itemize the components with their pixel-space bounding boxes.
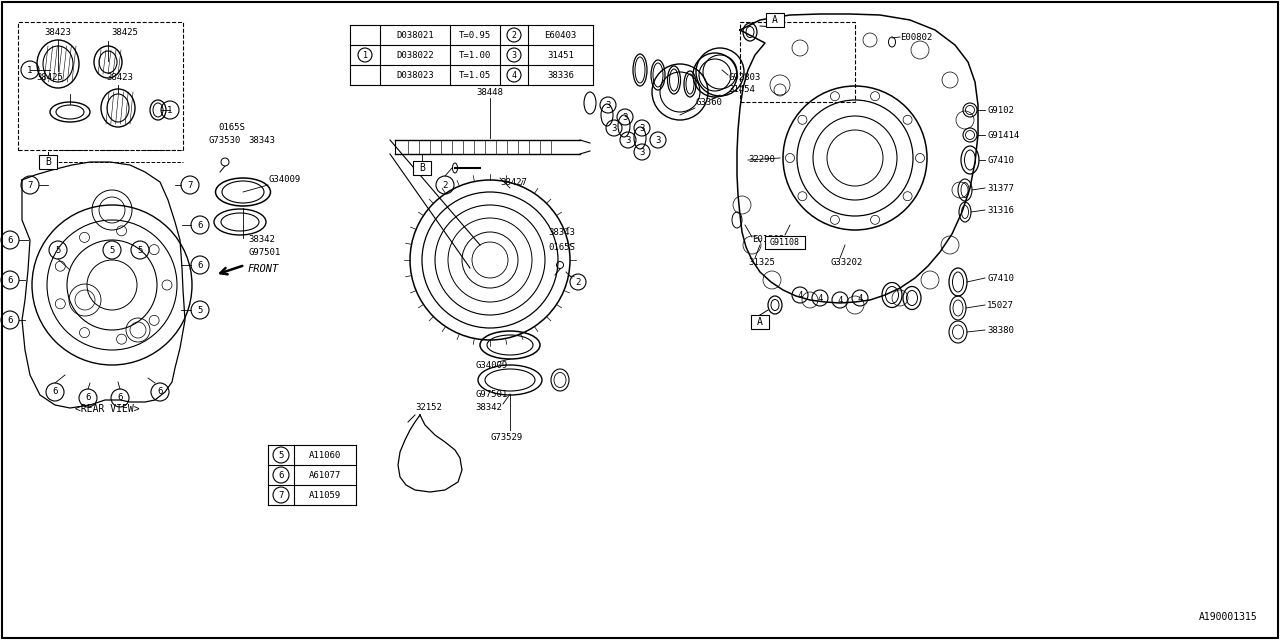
Text: 4: 4 (512, 70, 517, 79)
FancyBboxPatch shape (765, 13, 785, 27)
Text: 38425: 38425 (37, 73, 64, 82)
Text: 1: 1 (168, 106, 173, 115)
Text: 6: 6 (118, 394, 123, 403)
Text: 3: 3 (605, 100, 611, 109)
Text: 31377: 31377 (987, 184, 1014, 193)
Text: 2: 2 (575, 278, 581, 287)
FancyBboxPatch shape (413, 161, 431, 175)
Text: A190001315: A190001315 (1199, 612, 1258, 622)
Text: 3: 3 (622, 113, 627, 122)
Text: 2: 2 (512, 31, 517, 40)
Text: 38342: 38342 (475, 403, 502, 412)
Text: 4: 4 (837, 296, 842, 305)
Text: 38423: 38423 (45, 28, 72, 37)
Text: G91414: G91414 (987, 131, 1019, 140)
Text: D038021: D038021 (397, 31, 434, 40)
Text: 3: 3 (655, 136, 660, 145)
Text: 32290: 32290 (748, 155, 774, 164)
Text: 5: 5 (197, 305, 202, 314)
Text: 5: 5 (137, 246, 142, 255)
Text: FRONT: FRONT (248, 264, 279, 274)
Text: 3: 3 (639, 147, 645, 157)
Text: 7: 7 (278, 490, 284, 499)
Text: 38343: 38343 (248, 136, 275, 145)
Text: B: B (45, 157, 51, 167)
Text: B: B (419, 163, 425, 173)
Text: 6: 6 (52, 387, 58, 397)
Text: 38427: 38427 (500, 178, 527, 187)
Text: G97501: G97501 (248, 248, 280, 257)
Text: 15027: 15027 (987, 301, 1014, 310)
Text: 1: 1 (362, 51, 367, 60)
Text: 6: 6 (8, 275, 13, 285)
Text: D038022: D038022 (397, 51, 434, 60)
Text: 31451: 31451 (547, 51, 573, 60)
Text: A61077: A61077 (308, 470, 342, 479)
Text: G34009: G34009 (475, 361, 507, 370)
Text: 3: 3 (612, 124, 617, 132)
Text: 2: 2 (443, 180, 448, 189)
Text: 0165S: 0165S (218, 123, 244, 132)
Text: 31325: 31325 (748, 258, 774, 267)
Text: G34009: G34009 (268, 175, 301, 184)
Text: 38342: 38342 (248, 235, 275, 244)
Text: A: A (772, 15, 778, 25)
Text: G91108: G91108 (771, 237, 800, 246)
Text: 4: 4 (818, 294, 823, 303)
FancyBboxPatch shape (751, 315, 769, 329)
Text: T=1.05: T=1.05 (458, 70, 492, 79)
Text: 6: 6 (197, 221, 202, 230)
Text: 4: 4 (858, 294, 863, 303)
Text: <REAR VIEW>: <REAR VIEW> (74, 404, 140, 414)
Text: 31316: 31316 (987, 206, 1014, 215)
Text: 0165S: 0165S (548, 243, 575, 252)
Text: A11060: A11060 (308, 451, 342, 460)
Text: 5: 5 (109, 246, 115, 255)
Text: 4: 4 (797, 291, 803, 300)
Text: 6: 6 (86, 394, 91, 403)
Text: G7410: G7410 (987, 274, 1014, 283)
Text: G73529: G73529 (490, 433, 522, 442)
Text: 5: 5 (55, 246, 60, 255)
Text: E00802: E00802 (900, 33, 932, 42)
Text: 7: 7 (27, 180, 33, 189)
Text: 38336: 38336 (547, 70, 573, 79)
Text: G97501: G97501 (475, 390, 507, 399)
Text: E01202: E01202 (753, 235, 785, 244)
Text: 6: 6 (8, 316, 13, 324)
Text: 6: 6 (157, 387, 163, 397)
Text: 38425: 38425 (111, 28, 138, 37)
Text: 6: 6 (8, 236, 13, 244)
Text: G7410: G7410 (987, 156, 1014, 165)
Text: T=0.95: T=0.95 (458, 31, 492, 40)
Text: 38380: 38380 (987, 326, 1014, 335)
Text: A: A (756, 317, 763, 327)
Text: 32152: 32152 (415, 403, 442, 412)
Text: 7: 7 (187, 180, 193, 189)
FancyBboxPatch shape (3, 2, 1277, 638)
Text: 6: 6 (278, 470, 284, 479)
FancyBboxPatch shape (38, 155, 58, 169)
Text: 1: 1 (27, 65, 33, 74)
Text: G33202: G33202 (829, 258, 863, 267)
Text: G73530: G73530 (209, 136, 241, 145)
Text: T=1.00: T=1.00 (458, 51, 492, 60)
Text: 3: 3 (639, 124, 645, 132)
Text: G92803: G92803 (728, 73, 760, 82)
Text: A11059: A11059 (308, 490, 342, 499)
Text: 38343: 38343 (548, 228, 575, 237)
Text: G3360: G3360 (695, 98, 722, 107)
Text: 3: 3 (512, 51, 517, 60)
Text: 31454: 31454 (728, 85, 755, 94)
Text: 38448: 38448 (476, 88, 503, 97)
Text: 5: 5 (278, 451, 284, 460)
FancyBboxPatch shape (765, 236, 805, 248)
Text: 6: 6 (197, 260, 202, 269)
Text: G9102: G9102 (987, 106, 1014, 115)
Text: E60403: E60403 (544, 31, 576, 40)
Text: D038023: D038023 (397, 70, 434, 79)
Text: 3: 3 (626, 136, 631, 145)
Text: 38423: 38423 (106, 73, 133, 82)
